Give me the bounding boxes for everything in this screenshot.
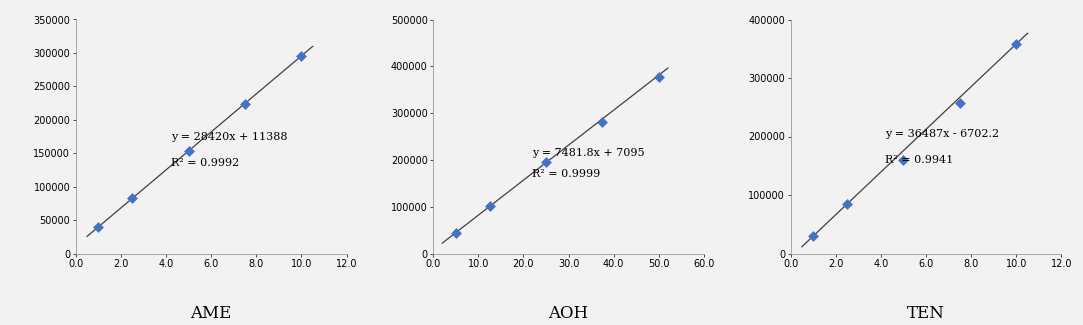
Text: y = 7481.8x + 7095: y = 7481.8x + 7095 xyxy=(533,148,645,158)
Point xyxy=(236,101,253,107)
Point xyxy=(481,204,498,209)
Point xyxy=(650,74,667,79)
Point xyxy=(123,196,141,201)
Point xyxy=(447,230,465,235)
Point xyxy=(951,101,968,106)
Text: R² = 0.9992: R² = 0.9992 xyxy=(170,158,239,168)
Point xyxy=(593,119,611,124)
Text: y = 28420x + 11388: y = 28420x + 11388 xyxy=(170,132,287,141)
Point xyxy=(292,54,310,59)
Point xyxy=(537,160,554,165)
Point xyxy=(1007,41,1025,46)
Point xyxy=(180,148,197,153)
Text: AME: AME xyxy=(191,305,232,322)
Text: TEN: TEN xyxy=(908,305,944,322)
Point xyxy=(90,224,107,229)
Text: R² = 0.9999: R² = 0.9999 xyxy=(533,169,601,179)
Point xyxy=(895,157,912,162)
Text: R² = 0.9941: R² = 0.9941 xyxy=(885,155,954,165)
Point xyxy=(805,233,822,239)
Point xyxy=(838,202,856,207)
Text: y = 36487x - 6702.2: y = 36487x - 6702.2 xyxy=(885,129,1000,138)
Text: AOH: AOH xyxy=(548,305,589,322)
